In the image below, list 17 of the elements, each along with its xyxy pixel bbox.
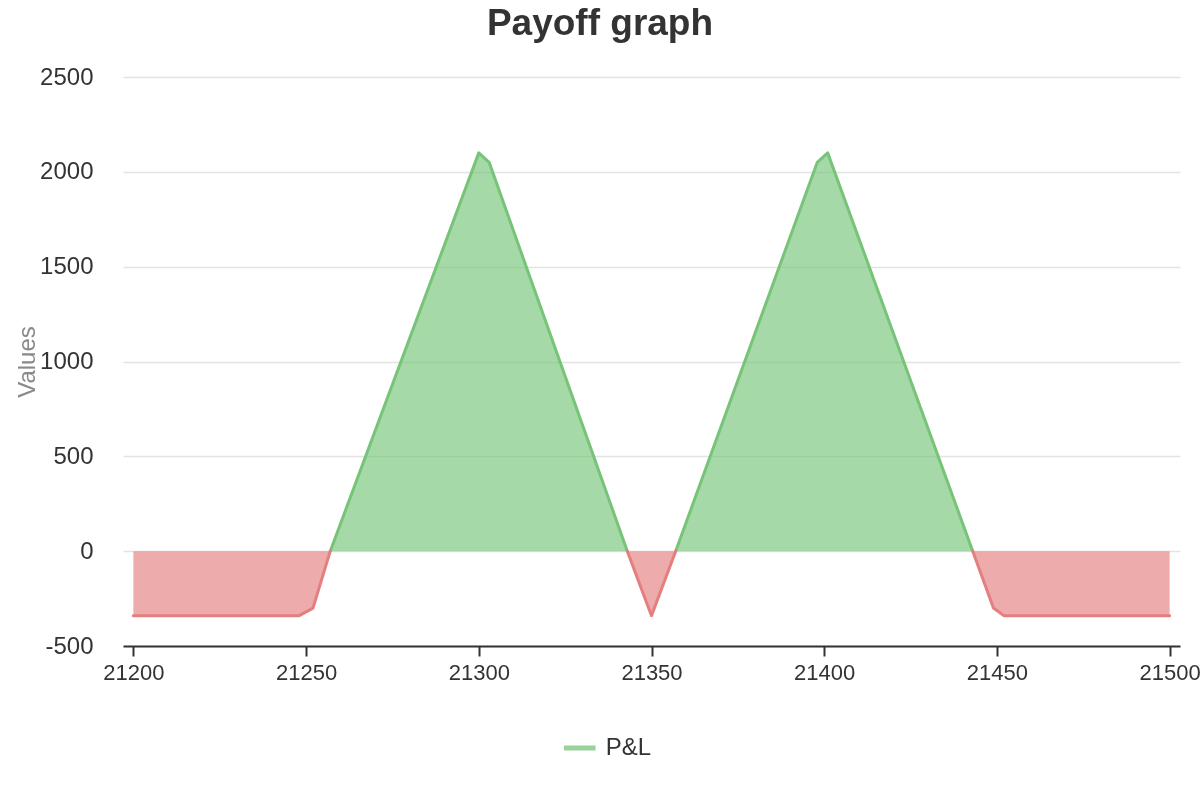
- x-tick-label: 21450: [966, 659, 1029, 685]
- x-tick-label: 21350: [621, 659, 683, 685]
- y-tick-label: 2000: [40, 157, 94, 185]
- y-axis-title: Values: [13, 326, 41, 398]
- y-tick-label: -500: [45, 631, 94, 659]
- y-tick-label: 1000: [40, 347, 94, 374]
- x-tick-label: 21200: [103, 659, 165, 685]
- y-tick-label: 500: [53, 441, 94, 469]
- x-tick-label: 21500: [1139, 659, 1200, 685]
- x-tick-label: 21300: [448, 659, 510, 685]
- y-tick-label: 1500: [40, 252, 94, 280]
- legend-label: P&L: [605, 733, 652, 760]
- y-tick-label: 2500: [40, 62, 94, 90]
- chart-title: Payoff graph: [486, 2, 714, 43]
- x-tick-label: 21400: [794, 659, 856, 685]
- y-tick-label: 0: [80, 536, 94, 564]
- x-tick-label: 21250: [275, 659, 338, 685]
